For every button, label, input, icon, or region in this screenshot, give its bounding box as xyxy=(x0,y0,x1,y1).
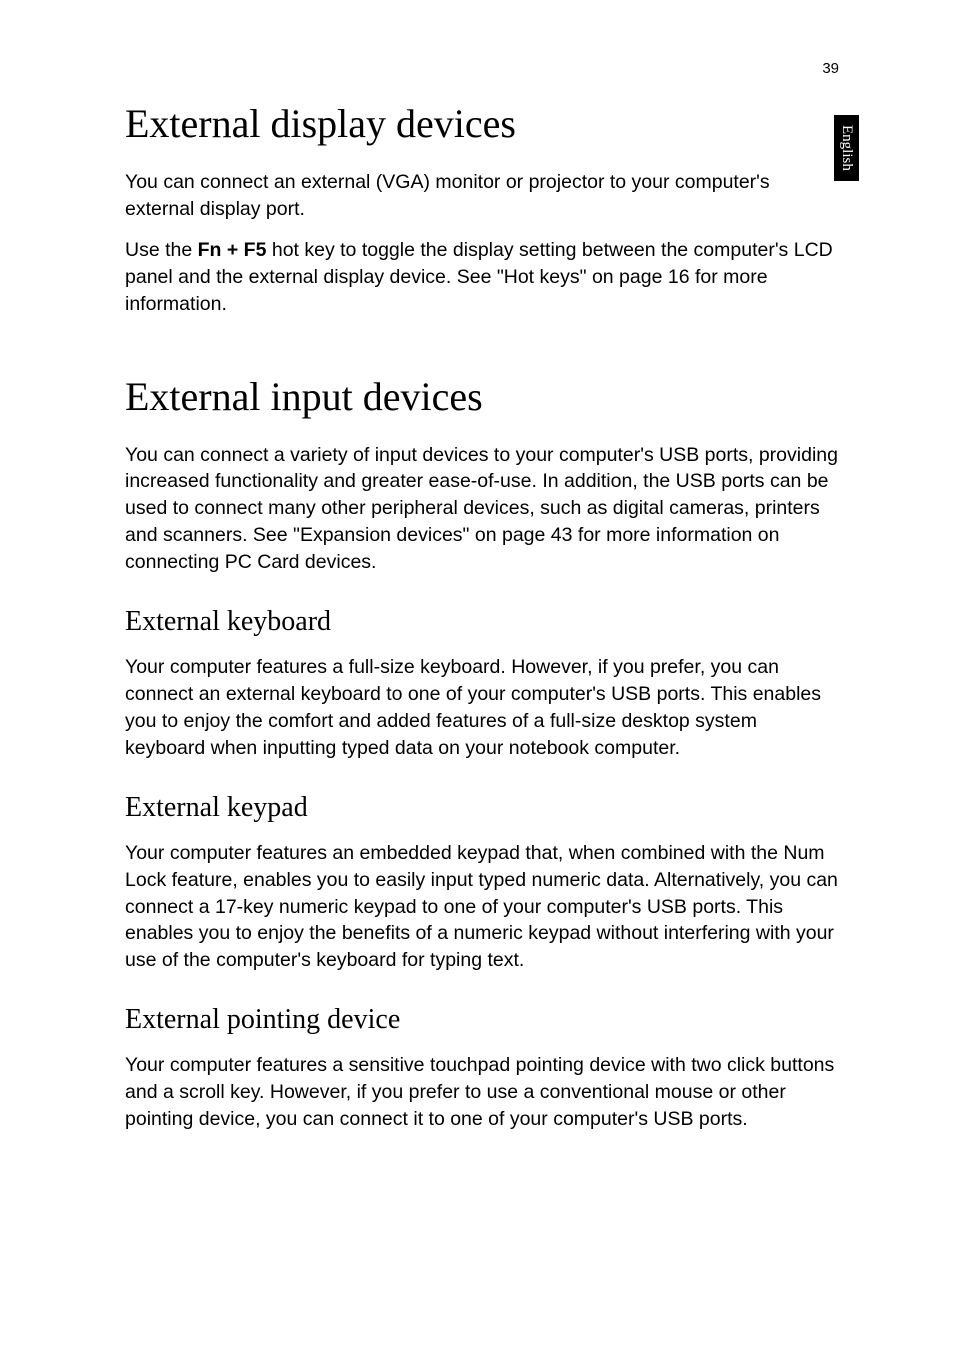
subheading-external-keyboard: External keyboard xyxy=(125,606,839,638)
text-run: Use the xyxy=(125,239,198,261)
subheading-external-keypad: External keypad xyxy=(125,792,839,824)
hotkey-text: Fn + F5 xyxy=(198,239,267,261)
paragraph: Your computer features a sensitive touch… xyxy=(125,1052,839,1133)
paragraph: You can connect an external (VGA) monito… xyxy=(125,169,839,223)
heading-external-display-devices: External display devices xyxy=(125,100,839,147)
paragraph: Your computer features an embedded keypa… xyxy=(125,840,839,975)
heading-external-input-devices: External input devices xyxy=(125,373,839,420)
paragraph: Your computer features a full-size keybo… xyxy=(125,654,839,762)
paragraph: You can connect a variety of input devic… xyxy=(125,442,839,577)
page-content: External display devices You can connect… xyxy=(0,0,954,1207)
language-tab: English xyxy=(834,115,859,181)
page-number: 39 xyxy=(822,60,839,77)
paragraph: Use the Fn + F5 hot key to toggle the di… xyxy=(125,237,839,318)
subheading-external-pointing-device: External pointing device xyxy=(125,1004,839,1036)
